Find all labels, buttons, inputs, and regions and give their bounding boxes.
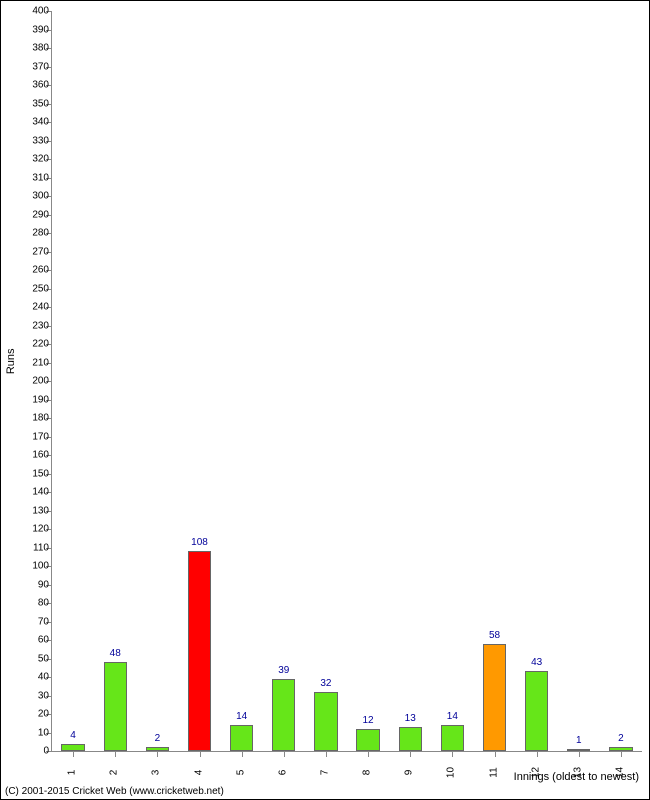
y-tick-label: 180	[32, 413, 49, 424]
y-tick-label: 310	[32, 172, 49, 183]
y-tick-label: 90	[38, 579, 49, 590]
y-tick-label: 190	[32, 394, 49, 405]
bar	[441, 725, 464, 751]
x-tick-label: 11	[488, 763, 499, 783]
y-tick-label: 330	[32, 135, 49, 146]
bar-value-label: 14	[236, 711, 247, 722]
x-tick	[326, 751, 327, 757]
x-tick-label: 8	[362, 763, 373, 783]
bar-value-label: 39	[278, 665, 289, 676]
bar	[483, 644, 506, 751]
x-tick	[73, 751, 74, 757]
x-tick-label: 6	[277, 763, 288, 783]
x-tick-label: 7	[319, 763, 330, 783]
y-axis-title: Runs	[5, 348, 17, 374]
x-tick	[452, 751, 453, 757]
y-tick-label: 130	[32, 505, 49, 516]
x-tick	[115, 751, 116, 757]
bar	[230, 725, 253, 751]
y-tick-label: 380	[32, 43, 49, 54]
y-tick-label: 150	[32, 468, 49, 479]
y-tick-label: 110	[33, 542, 49, 553]
bar	[61, 744, 84, 751]
y-tick-label: 320	[32, 154, 49, 165]
y-tick-label: 20	[38, 709, 49, 720]
x-tick-label: 9	[404, 763, 415, 783]
y-tick-label: 350	[32, 98, 49, 109]
y-tick-label: 370	[32, 61, 49, 72]
y-tick-label: 230	[32, 320, 49, 331]
y-tick-label: 400	[32, 6, 49, 17]
y-tick-label: 30	[38, 690, 49, 701]
y-tick-label: 390	[32, 24, 49, 35]
x-tick	[537, 751, 538, 757]
bar	[272, 679, 295, 751]
x-tick-label: 3	[151, 763, 162, 783]
y-tick-label: 220	[32, 339, 49, 350]
x-tick-label: 10	[446, 763, 457, 783]
x-tick-label: 1	[67, 763, 78, 783]
y-tick-label: 270	[32, 246, 49, 257]
y-tick-label: 290	[32, 209, 49, 220]
y-tick-label: 10	[38, 727, 49, 738]
bar-value-label: 12	[363, 715, 374, 726]
y-tick-label: 0	[43, 746, 49, 757]
y-tick-label: 120	[32, 524, 49, 535]
bar-value-label: 2	[155, 733, 161, 744]
y-tick-label: 60	[38, 635, 49, 646]
y-tick-label: 70	[38, 616, 49, 627]
bar-value-label: 32	[320, 678, 331, 689]
x-tick	[157, 751, 158, 757]
bar-value-label: 1	[576, 735, 582, 746]
y-tick-label: 140	[32, 487, 49, 498]
bar	[525, 671, 548, 751]
y-tick-label: 40	[38, 672, 49, 683]
x-tick-label: 4	[193, 763, 204, 783]
x-tick-label: 12	[530, 763, 541, 783]
y-tick-label: 50	[38, 653, 49, 664]
y-tick-label: 260	[32, 265, 49, 276]
x-tick	[284, 751, 285, 757]
y-tick-label: 360	[32, 80, 49, 91]
bar	[356, 729, 379, 751]
bar-value-label: 14	[447, 711, 458, 722]
x-tick	[579, 751, 580, 757]
bar-value-label: 58	[489, 630, 500, 641]
y-tick-label: 100	[32, 561, 49, 572]
bar-value-label: 108	[191, 537, 208, 548]
x-tick	[495, 751, 496, 757]
y-tick-label: 250	[32, 283, 49, 294]
x-tick	[621, 751, 622, 757]
y-tick-label: 80	[38, 598, 49, 609]
bar-value-label: 48	[110, 648, 121, 659]
bar-value-label: 43	[531, 657, 542, 668]
x-tick-label: 2	[109, 763, 120, 783]
y-tick-label: 200	[32, 376, 49, 387]
x-tick-label: 13	[572, 763, 583, 783]
y-tick-label: 210	[32, 357, 49, 368]
x-tick-label: 14	[614, 763, 625, 783]
bar	[314, 692, 337, 751]
x-tick	[200, 751, 201, 757]
y-tick-label: 160	[32, 450, 49, 461]
bar	[104, 662, 127, 751]
x-tick	[368, 751, 369, 757]
bar-value-label: 2	[618, 733, 624, 744]
y-tick-label: 170	[32, 431, 49, 442]
x-tick-label: 5	[235, 763, 246, 783]
y-tick-label: 300	[32, 191, 49, 202]
y-tick-label: 240	[32, 302, 49, 313]
y-tick-label: 280	[32, 228, 49, 239]
bar-value-label: 4	[70, 730, 76, 741]
chart-container: 4482108143932121314584312 Runs Innings (…	[0, 0, 650, 800]
x-tick	[410, 751, 411, 757]
y-tick-label: 340	[32, 117, 49, 128]
bar	[188, 551, 211, 751]
plot-area: 4482108143932121314584312	[51, 11, 642, 752]
bar	[399, 727, 422, 751]
copyright-text: (C) 2001-2015 Cricket Web (www.cricketwe…	[5, 786, 224, 797]
x-tick	[242, 751, 243, 757]
bar-value-label: 13	[405, 713, 416, 724]
